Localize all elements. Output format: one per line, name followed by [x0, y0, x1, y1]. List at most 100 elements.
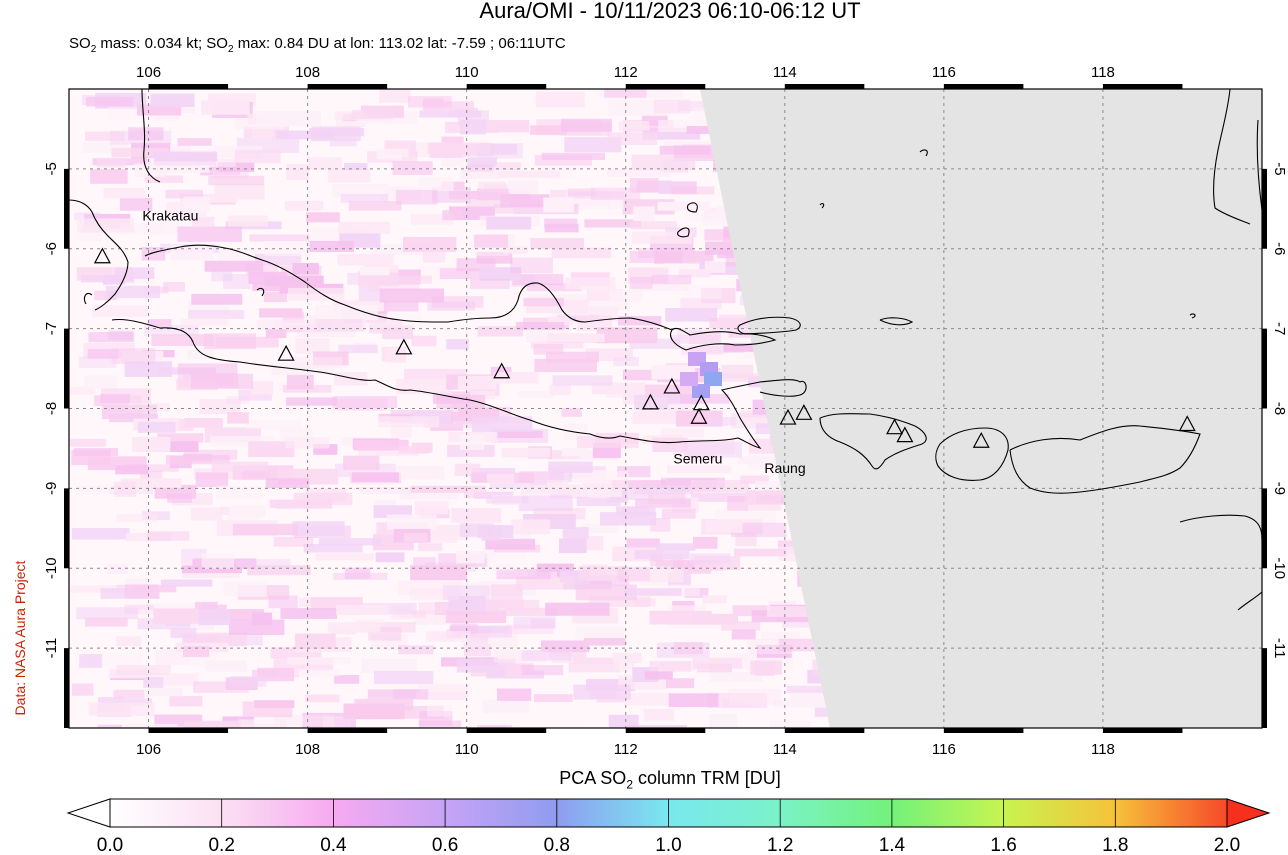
so2-pixel — [451, 411, 485, 422]
so2-pixel — [251, 381, 274, 395]
so2-pixel — [309, 128, 365, 137]
so2-pixel-high — [704, 372, 722, 386]
colorbar-tick-label: 1.8 — [1102, 835, 1128, 855]
so2-pixel — [493, 563, 516, 572]
so2-pixel — [328, 168, 371, 183]
so2-pixel — [596, 327, 658, 344]
longitude-labels-top: 106 108 110 112 114 116 118 — [136, 64, 1115, 81]
so2-pixel — [134, 163, 167, 177]
so2-pixel — [450, 623, 478, 635]
so2-pixel — [270, 647, 322, 659]
so2-pixel — [442, 585, 490, 601]
so2-pixel — [223, 581, 267, 597]
so2-pixel — [216, 485, 262, 499]
so2-pixel — [462, 633, 518, 649]
so2-pixel — [632, 411, 690, 424]
latitude-tick-label: -9 — [1271, 482, 1288, 495]
so2-pixel — [148, 319, 172, 327]
so2-pixel — [111, 348, 156, 364]
so2-pixel — [286, 164, 309, 180]
so2-pixel — [70, 438, 106, 447]
so2-summary: SO2 mass: 0.034 kt; SO2 max: 0.84 DU at … — [69, 35, 566, 55]
border-tick — [307, 84, 388, 89]
latitude-tick-label: -11 — [1271, 638, 1288, 659]
sumba-coastline — [1179, 514, 1262, 611]
latitude-tick-label: -10 — [43, 557, 60, 579]
so2-pixel — [124, 464, 179, 472]
so2-pixel — [385, 348, 406, 363]
so2-pixel — [478, 181, 507, 193]
colorbar-tick-label: 0.2 — [208, 835, 234, 855]
so2-pixel — [377, 275, 432, 284]
latitude-tick-label: -8 — [1271, 402, 1288, 415]
so2-pixel — [476, 252, 513, 264]
border-tick — [64, 168, 69, 249]
so2-pixel — [335, 718, 356, 728]
longitude-tick-label: 116 — [932, 64, 956, 81]
so2-pixel — [477, 326, 524, 337]
volcano-triangle — [663, 377, 681, 394]
so2-pixel — [315, 305, 378, 321]
colorbar-tick-label: 0.0 — [97, 835, 123, 855]
bali-coastline — [819, 413, 927, 470]
so2-pixel — [613, 356, 639, 367]
colorbar-tick-label: 1.4 — [879, 835, 906, 855]
so2-pixel — [649, 661, 692, 672]
so2-pixel — [617, 466, 651, 478]
so2-pixel — [561, 408, 582, 417]
so2-pixel — [631, 154, 696, 171]
so2-pixel — [302, 318, 367, 333]
so2-pixel — [409, 588, 460, 601]
so2-pixel — [627, 725, 688, 728]
so2-pixel — [184, 720, 241, 728]
so2-pixel — [315, 553, 375, 561]
so2-pixel — [607, 132, 658, 145]
so2-pixel — [332, 396, 398, 409]
so2-pixel — [634, 395, 669, 410]
so2-pixel — [183, 646, 210, 657]
so2-pixel — [701, 288, 736, 304]
so2-pixel — [107, 563, 128, 574]
so2-pixel — [313, 444, 338, 455]
volcano-triangle — [692, 394, 710, 411]
so2-pixel — [108, 667, 160, 679]
so2-pixel — [338, 221, 390, 234]
latitude-labels-left: -5 -6 -7 -8 -9 -10 -11 — [43, 162, 60, 658]
so2-pixel — [564, 137, 622, 153]
border-tick — [784, 728, 865, 733]
graticule — [69, 89, 1262, 728]
so2-pixel — [686, 126, 710, 134]
so2-pixel — [604, 89, 647, 98]
so2-pixel — [728, 688, 781, 705]
so2-pixel — [521, 650, 572, 661]
so2-pixel — [485, 599, 540, 612]
so2-pixel — [515, 576, 575, 590]
so2-pixel — [641, 114, 668, 126]
so2-pixel — [359, 486, 411, 495]
so2-pixel — [740, 475, 769, 484]
so2-pixel — [633, 206, 655, 221]
so2-pixel — [629, 251, 683, 263]
so2-pixel — [154, 152, 218, 162]
so2-pixel — [425, 631, 471, 642]
so2-pixel — [218, 162, 255, 172]
so2-pixel — [441, 136, 464, 144]
so2-pixel — [441, 157, 486, 167]
so2-pixel — [120, 198, 153, 211]
so2-pixel — [343, 455, 380, 471]
so2-pixel — [150, 723, 178, 728]
so2-pixel — [471, 244, 509, 256]
so2-pixel — [451, 508, 502, 523]
so2-pixel — [223, 274, 251, 289]
so2-pixel — [151, 334, 214, 346]
so2-pixel — [548, 461, 593, 473]
so2-pixel — [510, 531, 531, 541]
so2-pixel — [181, 565, 242, 574]
volcano-triangle — [493, 362, 511, 379]
so2-pixel — [97, 724, 123, 728]
so2-pixel — [208, 175, 265, 186]
so2-pixel — [276, 669, 341, 677]
so2-pixel — [73, 448, 118, 456]
so2-pixel — [442, 210, 463, 221]
so2-pixel — [773, 699, 837, 708]
